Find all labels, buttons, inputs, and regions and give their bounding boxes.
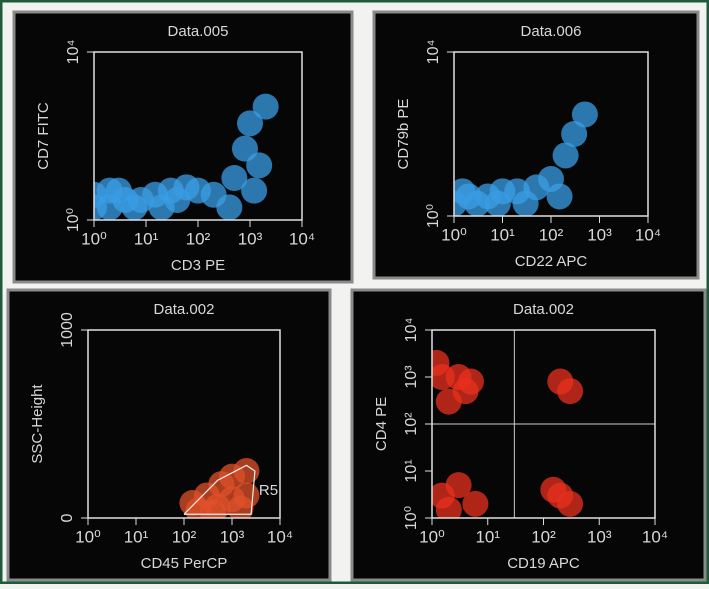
panel-bezel — [6, 288, 332, 582]
point — [484, 190, 511, 216]
panel-bezel — [372, 10, 700, 280]
x-tick-label: 10¹ — [490, 225, 515, 244]
panel: R5 Data.002 CD45 PerCP SSC-Height 10⁰ 10¹ 10² 1… — [6, 288, 332, 582]
point — [454, 178, 476, 205]
y-axis-label: CD79b PE — [395, 99, 412, 170]
points — [179, 458, 260, 518]
point — [241, 177, 268, 204]
y-tick-label: 10⁴ — [425, 40, 442, 65]
points — [432, 349, 584, 518]
y-tick-label: 10⁴ — [65, 40, 82, 65]
point — [557, 378, 584, 405]
x-tick-label: 10² — [531, 527, 556, 546]
point — [199, 499, 226, 518]
x-tick-label: 10³ — [220, 527, 245, 546]
x-tick-label: 10³ — [238, 229, 263, 248]
x-tick-label: 10⁰ — [81, 229, 107, 248]
panel-bezel — [350, 288, 707, 582]
y-axis-label: SSC-Height — [29, 384, 46, 464]
y-tick-label: 10⁰ — [403, 506, 420, 530]
x-tick-label: 10¹ — [124, 527, 149, 546]
x-tick-label: 10⁰ — [419, 527, 445, 546]
point — [452, 378, 479, 405]
panel: Data.006 CD22 APC CD79b PE 10⁰ 10¹ 10² 10³ 10⁴ 1… — [372, 10, 700, 280]
x-axis-label: CD45 PerCP — [141, 555, 228, 572]
point — [571, 101, 598, 128]
y-tick-label: 10¹ — [403, 459, 420, 482]
y-tick-label: 10⁴ — [403, 318, 420, 343]
y-axis-label: CD4 PE — [373, 397, 390, 451]
x-tick-label: 10² — [539, 225, 564, 244]
panel-title: Data.002 — [513, 301, 574, 318]
x-tick-label: 10¹ — [475, 527, 500, 546]
x-axis-label: CD3 PE — [171, 257, 225, 274]
x-tick-label: 10⁴ — [642, 527, 668, 546]
panel: Data.005 CD3 PE CD7 FITC 10⁰ 10¹ 10² 10³ 10⁴ 10⁰… — [12, 10, 354, 284]
point — [96, 177, 123, 204]
point — [216, 194, 243, 220]
point — [432, 349, 450, 376]
x-tick-label: 10² — [186, 229, 211, 248]
x-tick-label: 10⁴ — [289, 229, 315, 248]
point — [121, 194, 148, 220]
panel-title: Data.002 — [154, 301, 215, 318]
y-tick-label: 10³ — [403, 365, 420, 389]
y-tick-label: 0 — [59, 513, 76, 522]
points — [454, 101, 598, 216]
point — [227, 495, 254, 518]
point — [561, 121, 588, 147]
panel: Data.002 CD19 APC CD4 PE 10⁰ 10¹ 10² 10³ 10⁴ 10⁰… — [350, 288, 707, 582]
x-tick-label: 10⁰ — [75, 527, 101, 546]
point — [445, 472, 472, 499]
x-tick-label: 10³ — [587, 225, 612, 244]
y-axis-label: CD7 FITC — [35, 102, 52, 170]
point — [546, 183, 573, 210]
x-tick-label: 10³ — [587, 527, 612, 546]
point — [233, 458, 260, 484]
y-tick-label: 10⁰ — [425, 204, 442, 228]
x-tick-label: 10⁴ — [635, 225, 661, 244]
point — [512, 190, 539, 216]
x-tick-label: 10⁴ — [267, 527, 293, 546]
x-tick-label: 10⁰ — [441, 225, 467, 244]
x-axis-label: CD22 APC — [515, 253, 588, 270]
point — [435, 496, 462, 518]
point — [246, 152, 273, 179]
point — [252, 93, 279, 120]
y-tick-label: 1000 — [59, 312, 76, 348]
x-tick-label: 10¹ — [134, 229, 159, 248]
point — [221, 165, 248, 191]
point — [237, 110, 263, 137]
x-axis-label: CD19 APC — [507, 555, 580, 572]
panel-bezel — [12, 10, 354, 284]
panel-title: Data.005 — [168, 23, 229, 40]
x-tick-label: 10² — [172, 527, 197, 546]
points — [94, 93, 279, 220]
gate — [183, 464, 256, 515]
y-tick-label: 10² — [403, 412, 420, 436]
gate-label: R5 — [259, 482, 278, 499]
y-tick-label: 10⁰ — [65, 208, 82, 232]
point — [462, 490, 489, 517]
point — [552, 142, 579, 169]
point — [164, 186, 191, 213]
panel-title: Data.006 — [521, 23, 582, 40]
point — [540, 476, 567, 503]
